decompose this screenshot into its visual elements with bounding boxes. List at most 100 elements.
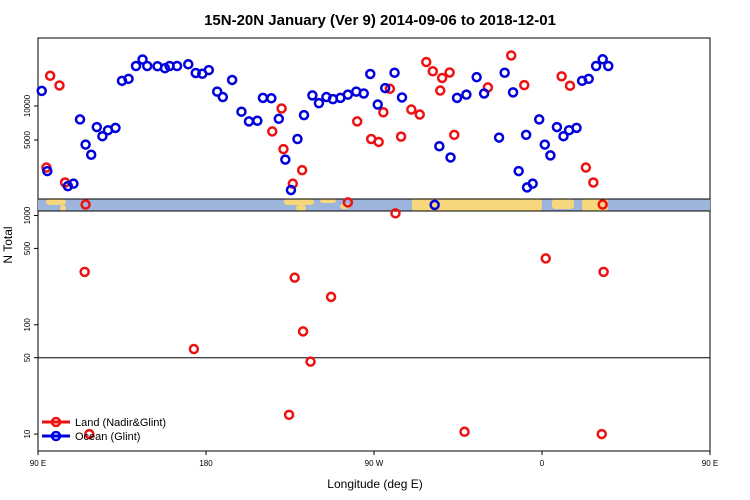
ocean-point [68,178,79,189]
y-tick-label: 10 [23,429,32,438]
land-point [436,72,448,84]
land-point [44,70,56,82]
y-tick-label: 10000 [23,94,32,117]
ocean-point [280,154,291,165]
x-tick-label: 0 [540,459,545,468]
land-point [435,85,446,96]
land-point [598,266,609,278]
land-point [283,409,295,421]
plot-frame [37,37,711,452]
land-point [297,326,309,337]
chart-title: 15N-20N January (Ver 9) 2014-09-06 to 20… [204,12,556,29]
ocean-point [285,184,297,196]
legend-label-ocean: Ocean (Glint) [75,431,140,443]
ocean-point [471,71,482,83]
legend-label-land: Land (Nadir&Glint) [75,417,166,429]
land-point [556,71,567,82]
y-tick-label: 100 [23,318,32,332]
land-point [390,208,401,219]
ocean-point [203,64,215,76]
land-point [296,164,308,176]
land-point [54,80,65,91]
y-axis: 10 50 100 500 1000 5000 10000 [23,94,38,439]
ocean-point [396,92,408,103]
ocean-point [558,130,569,142]
ocean-point [451,92,463,104]
ocean-point [171,60,183,72]
land-ocean-map-strip [38,198,710,212]
land-point [80,199,91,210]
ocean-point [183,59,194,70]
land-point [580,162,592,173]
land-point [188,343,200,355]
ocean-point [597,54,608,65]
land-point [395,131,407,142]
land-mass [60,205,66,211]
series-ocean [36,54,614,211]
land-mass [412,199,542,211]
ocean-point [571,122,582,134]
land-point [267,126,278,137]
ocean-point [91,121,103,133]
land-point [449,129,460,141]
land-point [596,428,607,440]
ocean-point [478,88,490,99]
x-tick-label: 90 W [365,459,384,468]
land-point [79,266,90,278]
ocean-point [252,115,263,126]
x-axis-label: Longitude (deg E) [327,477,422,491]
land-point [540,253,551,264]
x-axis: 90 E 180 90 W 0 90 E [30,451,718,468]
ocean-point [141,60,153,72]
y-tick-label: 50 [23,353,32,362]
land-point [289,272,300,283]
ocean-point [590,60,602,72]
ocean-point [292,133,303,145]
y-tick-label: 1000 [23,206,32,224]
land-point [305,356,316,367]
ocean-band [38,199,710,211]
y-axis-label: N Total [1,226,15,263]
land-point [505,50,517,61]
land-point [325,291,337,303]
ocean-point [513,165,524,177]
land-point [421,56,432,68]
ocean-point [545,150,556,161]
ocean-point [97,130,108,142]
land-point [406,104,417,115]
ocean-point [298,109,310,121]
land-point [342,197,354,208]
ocean-point [372,99,383,110]
ocean-point [389,67,400,78]
x-tick-label: 90 E [702,459,718,468]
ocean-point [42,165,53,177]
land-point [564,80,576,92]
ocean-point [36,85,47,97]
ocean-point [520,129,532,141]
land-point [414,109,425,120]
series-land [41,50,609,440]
ocean-point [603,60,614,72]
ocean-point [342,89,354,100]
ocean-point [123,73,134,85]
ocean-point [358,88,369,99]
ocean-point [434,140,445,152]
ocean-point [137,54,148,65]
ocean-point [80,139,91,150]
land-mass [284,199,314,205]
ocean-point [499,67,510,78]
ocean-point [190,67,201,79]
land-point [597,199,608,210]
ocean-point [266,93,277,104]
ocean-point [226,74,238,86]
land-mass [552,199,574,209]
ocean-point [539,139,551,150]
land-point [459,426,470,438]
land-point [278,143,289,155]
ocean-point [273,113,285,125]
y-tick-label: 500 [23,241,32,255]
ocean-point [365,68,376,80]
ocean-point [74,114,86,125]
legend-marker-land [50,416,62,428]
